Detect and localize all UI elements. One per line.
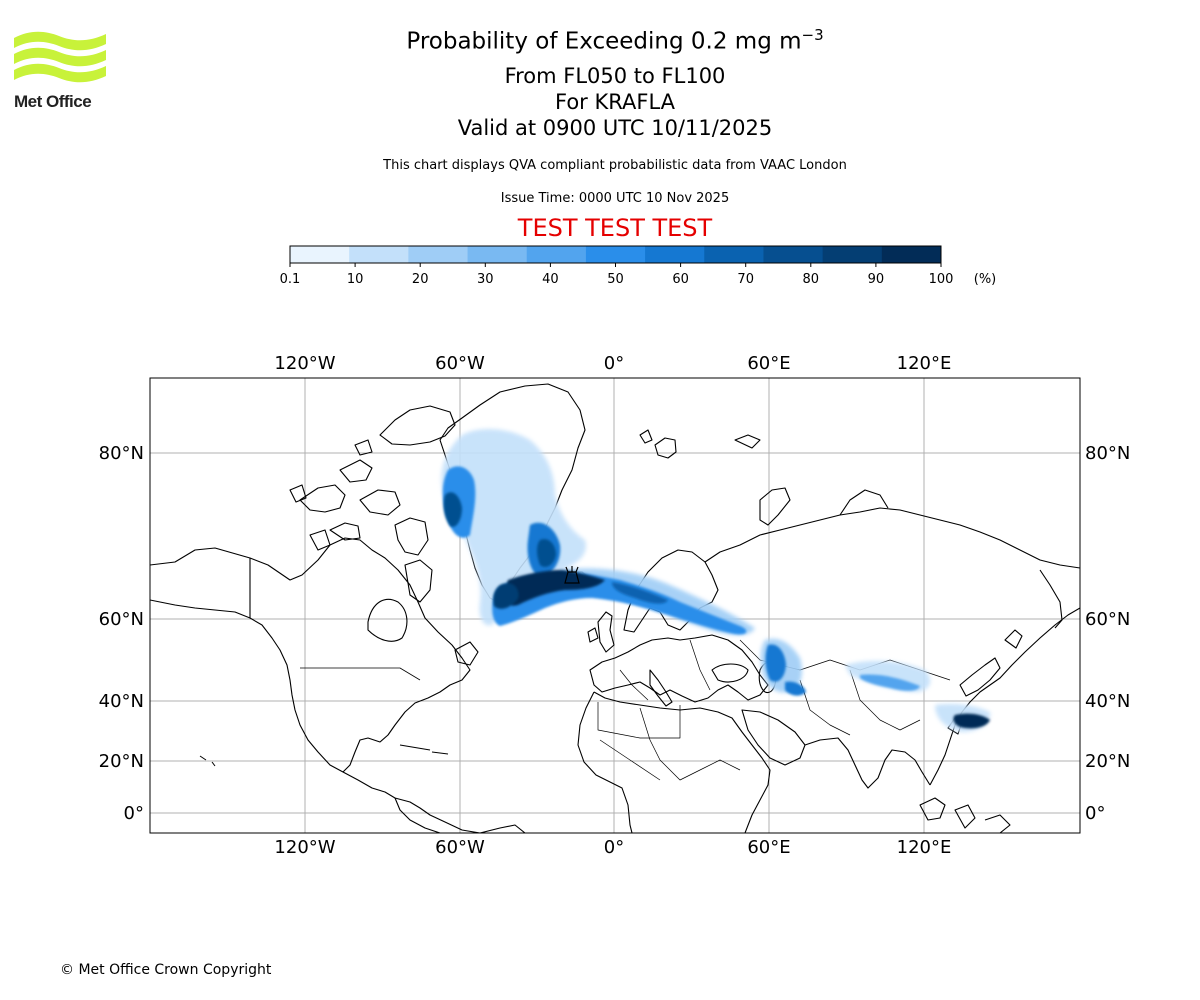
- lat-label-right: 0°: [1085, 803, 1105, 824]
- lon-label-top: 60°E: [747, 353, 790, 374]
- lat-label-right: 40°N: [1085, 691, 1130, 712]
- valid-time: Valid at 0900 UTC 10/11/2025: [457, 116, 773, 140]
- colorbar-segment: [763, 246, 824, 263]
- lon-label-top: 120°E: [897, 353, 952, 374]
- lon-label-bottom: 0°: [604, 837, 624, 858]
- lat-label-left: 0°: [124, 803, 144, 824]
- copyright: © Met Office Crown Copyright: [60, 962, 272, 978]
- met-office-logo: Met Office: [14, 30, 109, 112]
- volcano-marker-icon: [564, 566, 580, 584]
- colorbar-tick-label: 20: [412, 272, 429, 287]
- chart-title-main: Probability of Exceeding 0.2 mg m: [406, 28, 802, 55]
- test-banner: TEST TEST TEST: [517, 214, 713, 242]
- colorbar-tick-label: 10: [347, 272, 364, 287]
- colorbar-segment: [408, 246, 469, 263]
- colorbar-tick-label: 70: [737, 272, 754, 287]
- colorbar-tick-label: 50: [607, 272, 624, 287]
- lon-label-bottom: 120°E: [897, 837, 952, 858]
- colorbar-tick-label: 90: [868, 272, 885, 287]
- colorbar-segment: [290, 246, 350, 263]
- colorbar-tick-label: 30: [477, 272, 494, 287]
- ash-plume: [441, 428, 991, 732]
- colorbar-segment: [822, 246, 883, 263]
- colorbar-segment: [585, 246, 646, 263]
- lon-label-top: 120°W: [274, 353, 335, 374]
- chart-title: Probability of Exceeding 0.2 mg m−3: [0, 26, 1200, 55]
- colorbar-unit: (%): [974, 272, 997, 287]
- colorbar-tick-label: 80: [803, 272, 820, 287]
- colorbar-tick-label: 40: [542, 272, 559, 287]
- colorbar-segment: [645, 246, 705, 263]
- gridlines: [150, 378, 1080, 833]
- map: 120°W 60°W 0° 60°E 120°E 120°W 60°W 0° 6…: [99, 353, 1131, 858]
- compliance-note: This chart displays QVA compliant probab…: [383, 158, 847, 173]
- longitude-labels-bottom: 120°W 60°W 0° 60°E 120°E: [274, 837, 951, 858]
- lon-label-top: 60°W: [435, 353, 485, 374]
- lat-label-left: 20°N: [99, 751, 144, 772]
- lon-label-bottom: 60°E: [747, 837, 790, 858]
- colorbar-segment: [704, 246, 764, 263]
- colorbar-segment: [349, 246, 409, 263]
- colorbar-tick-label: 100: [929, 272, 954, 287]
- lon-label-bottom: 120°W: [274, 837, 335, 858]
- lat-label-right: 80°N: [1085, 443, 1130, 464]
- colorbar-segment: [881, 246, 942, 263]
- lon-label-bottom: 60°W: [435, 837, 485, 858]
- map-frame: [149, 377, 1081, 834]
- chart-title-exponent: −3: [801, 26, 824, 44]
- colorbar-segment: [467, 246, 528, 263]
- colorbar-segment: [526, 246, 587, 263]
- lat-label-left: 60°N: [99, 609, 144, 630]
- lat-label-left: 40°N: [99, 691, 144, 712]
- lon-label-top: 0°: [604, 353, 624, 374]
- latitude-labels-right: 80°N 60°N 40°N 20°N 0°: [1085, 443, 1130, 824]
- latitude-labels-left: 80°N 60°N 40°N 20°N 0°: [99, 443, 144, 824]
- lat-label-right: 60°N: [1085, 609, 1130, 630]
- lat-label-left: 80°N: [99, 443, 144, 464]
- met-office-waves-icon: [14, 31, 106, 83]
- flight-levels: From FL050 to FL100: [504, 64, 726, 88]
- colorbar-tick-label: 60: [672, 272, 689, 287]
- issue-time: Issue Time: 0000 UTC 10 Nov 2025: [500, 191, 730, 206]
- lat-label-right: 20°N: [1085, 751, 1130, 772]
- volcano-name: For KRAFLA: [555, 90, 675, 114]
- colorbar-tick-label: 0.1: [280, 272, 301, 287]
- longitude-labels-top: 120°W 60°W 0° 60°E 120°E: [274, 353, 951, 374]
- colorbar: 0.1 10 20 30 40 50 60 70 80 90 100 (%): [280, 245, 997, 287]
- logo-text: Met Office: [14, 92, 92, 111]
